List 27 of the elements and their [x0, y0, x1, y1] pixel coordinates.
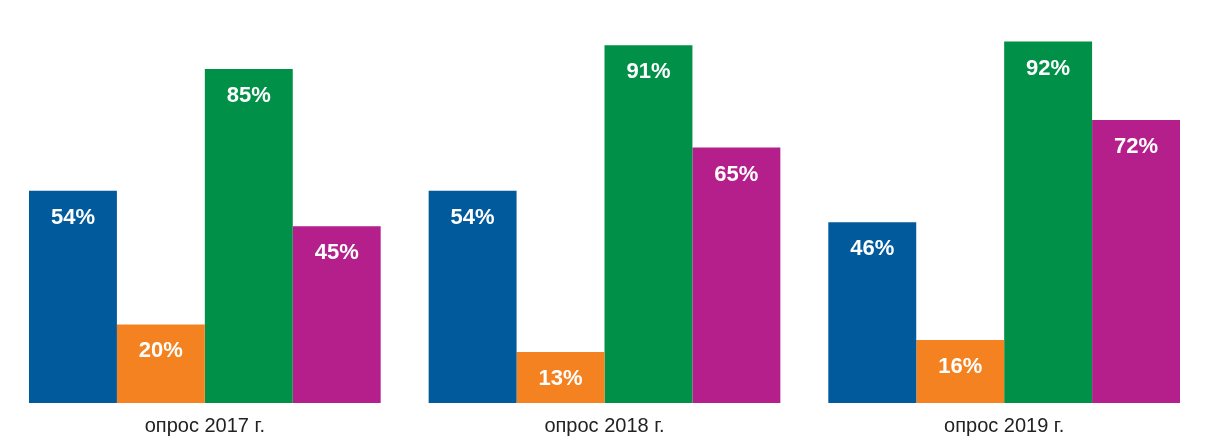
data-label: 54%	[50, 203, 95, 229]
x-tick-label: опрос 2018 г.	[544, 413, 665, 436]
bar	[116, 324, 205, 403]
bar	[204, 68, 293, 403]
bar	[292, 226, 381, 403]
data-label: 13%	[538, 364, 583, 390]
data-label: 65%	[714, 160, 759, 186]
data-label: 46%	[850, 235, 895, 261]
bar	[516, 351, 605, 403]
data-label: 72%	[1114, 133, 1159, 159]
data-label: 91%	[626, 58, 671, 84]
bar	[428, 190, 517, 403]
bar	[1092, 120, 1181, 403]
bar	[692, 147, 781, 403]
data-label: 16%	[938, 353, 983, 379]
bar	[28, 190, 117, 403]
data-label: 45%	[314, 239, 359, 265]
bar	[916, 340, 1005, 403]
bar	[828, 222, 917, 403]
bar	[604, 45, 693, 403]
data-label: 20%	[138, 337, 183, 363]
bar	[1004, 41, 1093, 403]
data-label: 85%	[226, 82, 271, 108]
x-tick-label: опрос 2017 г.	[144, 413, 265, 436]
x-tick-label: опрос 2019 г.	[944, 413, 1065, 436]
data-label: 54%	[450, 203, 495, 229]
data-label: 92%	[1026, 54, 1071, 80]
